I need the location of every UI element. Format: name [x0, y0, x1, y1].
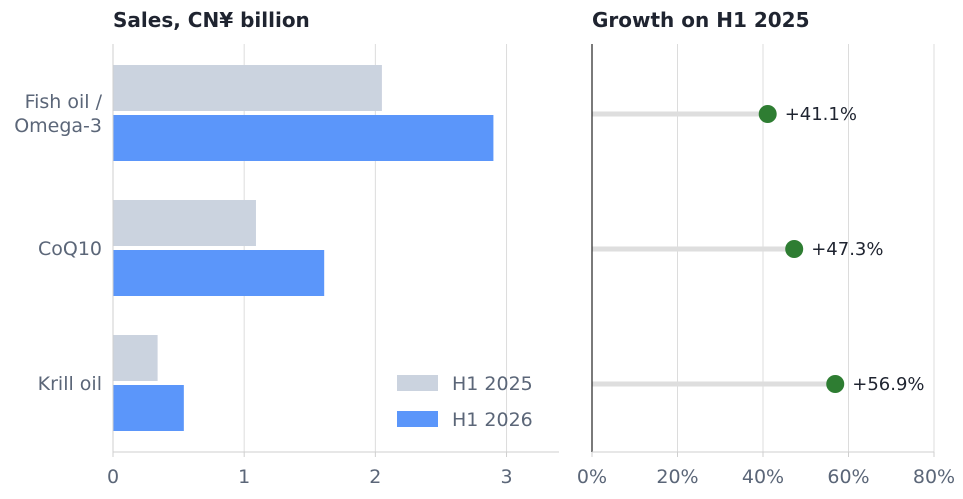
sales-tick-label: 3 — [500, 466, 512, 488]
growth-tick-label: 60% — [827, 466, 869, 488]
sales-tick-label: 2 — [369, 466, 381, 488]
legend-swatch — [397, 375, 438, 391]
growth-tick-label: 40% — [742, 466, 784, 488]
sales-tick-label: 0 — [107, 466, 119, 488]
sales-chart-title: Sales, CN¥ billion — [113, 8, 310, 32]
category-label: Fish oil / — [25, 91, 103, 113]
bar-h1-2026-0 — [113, 115, 494, 161]
legend-label: H1 2026 — [452, 409, 533, 431]
legend-label: H1 2025 — [452, 373, 533, 395]
bar-h1-2025-0 — [113, 65, 382, 111]
growth-dot-2 — [826, 375, 845, 393]
bar-h1-2026-2 — [113, 385, 184, 431]
category-label: Krill oil — [38, 373, 102, 395]
growth-tick-label: 20% — [656, 466, 698, 488]
growth-value-label: +47.3% — [811, 239, 883, 260]
growth-value-label: +41.1% — [785, 104, 857, 125]
sales-tick-label: 1 — [238, 466, 250, 488]
bar-h1-2025-2 — [113, 335, 158, 381]
category-label: CoQ10 — [38, 238, 102, 260]
growth-value-label: +56.9% — [852, 374, 924, 395]
category-label: Omega-3 — [14, 115, 102, 137]
growth-tick-label: 80% — [913, 466, 955, 488]
bar-h1-2026-1 — [113, 250, 325, 296]
growth-tick-label: 0% — [577, 466, 607, 488]
growth-chart-title: Growth on H1 2025 — [592, 8, 809, 32]
bar-h1-2025-1 — [113, 200, 256, 246]
growth-dot-0 — [758, 105, 777, 123]
growth-dot-1 — [785, 240, 804, 258]
legend-swatch — [397, 411, 438, 427]
